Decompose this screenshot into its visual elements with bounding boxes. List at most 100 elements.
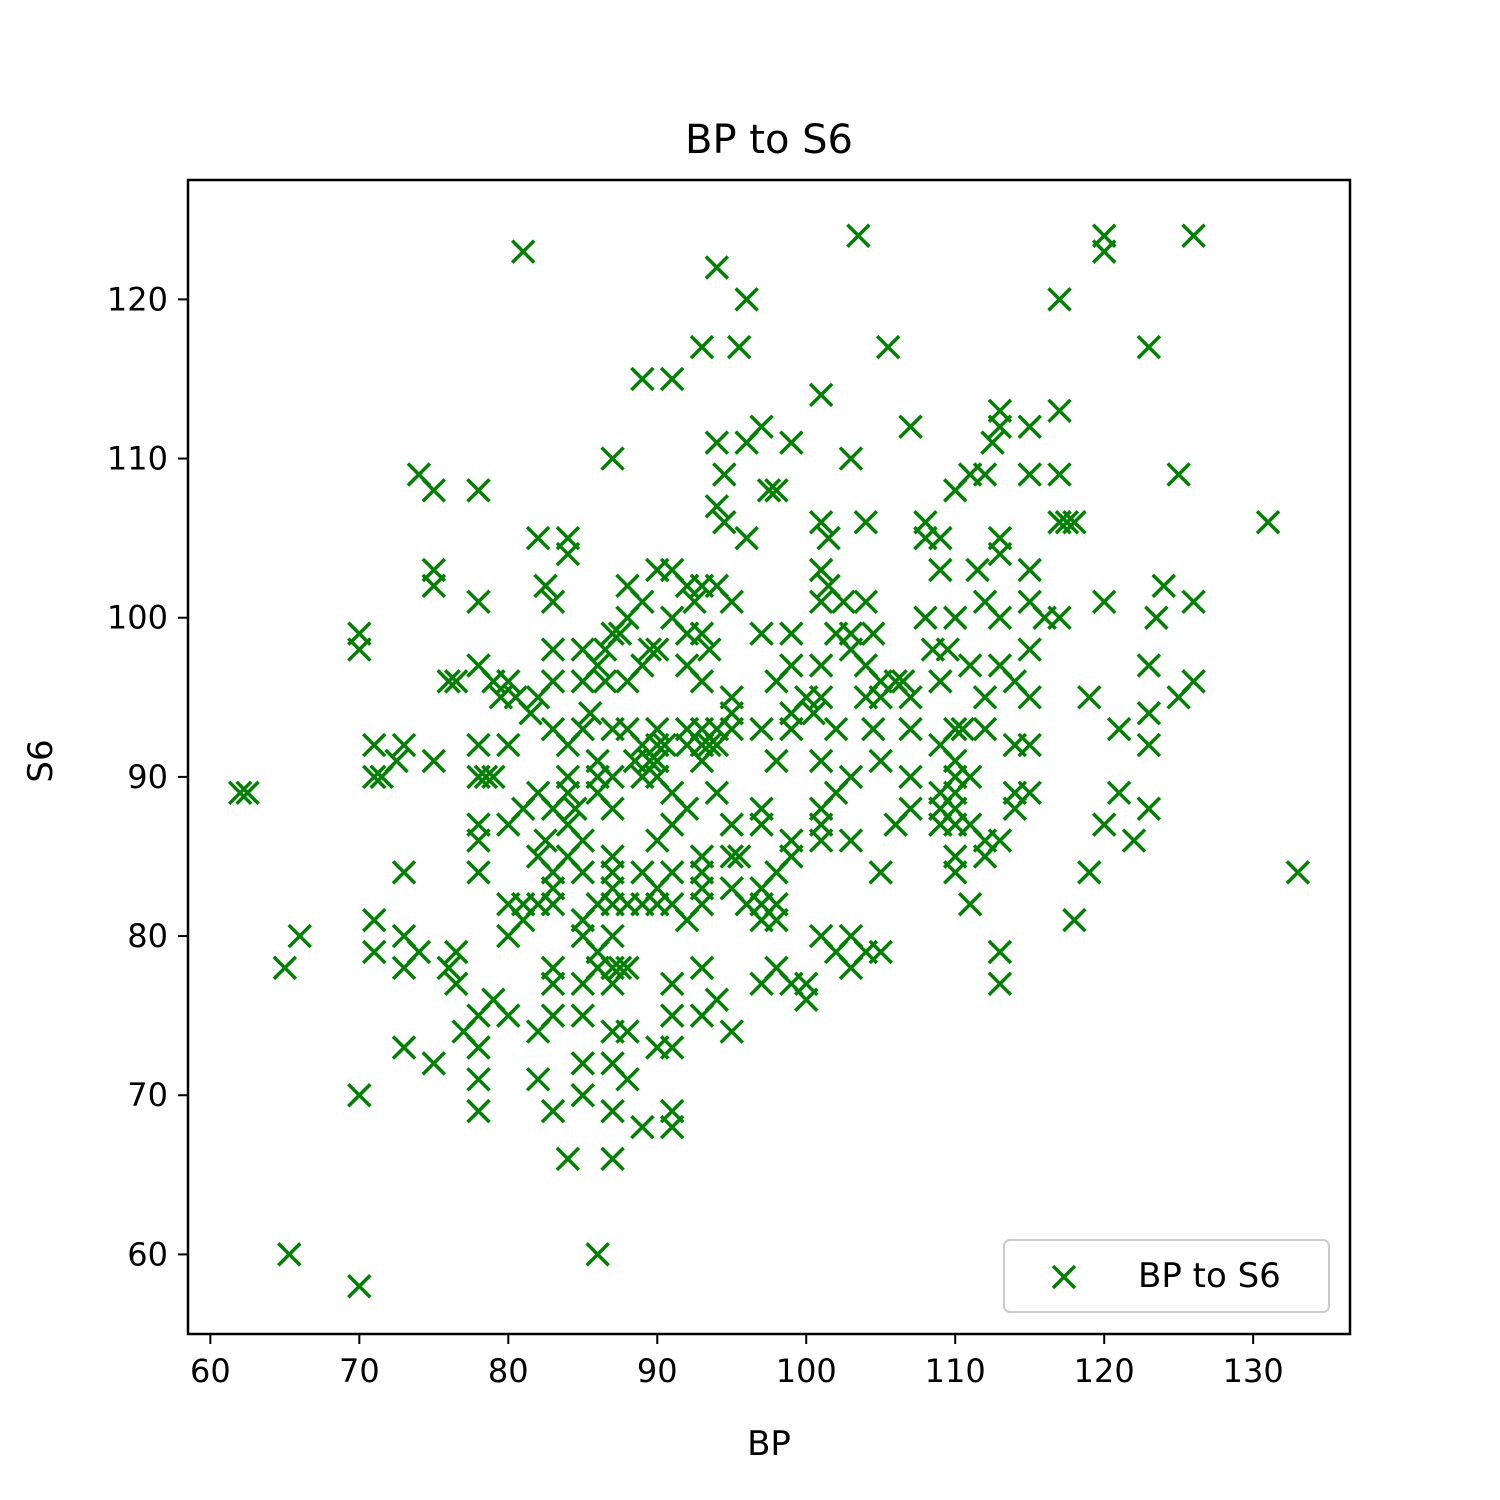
scatter-point bbox=[406, 939, 432, 965]
scatter-point bbox=[779, 430, 804, 455]
scatter-point bbox=[928, 525, 953, 551]
scatter-point bbox=[555, 780, 581, 806]
legend-label: BP to S6 bbox=[1138, 1256, 1281, 1296]
scatter-point bbox=[838, 828, 864, 853]
scatter-point bbox=[637, 637, 663, 662]
scatter-point bbox=[615, 1067, 640, 1092]
scatter-point bbox=[719, 812, 744, 837]
scatter-point bbox=[1181, 589, 1206, 615]
scatter-point bbox=[630, 366, 655, 392]
scatter-point bbox=[808, 382, 834, 408]
scatter-point bbox=[764, 478, 789, 503]
scatter-point bbox=[808, 653, 834, 678]
points-layer bbox=[227, 223, 1311, 1299]
scatter-point bbox=[555, 1146, 581, 1172]
scatter-point bbox=[861, 621, 886, 646]
scatter-point bbox=[1017, 557, 1042, 583]
scatter-point bbox=[972, 716, 998, 742]
scatter-point bbox=[570, 1003, 596, 1028]
scatter-point bbox=[277, 1242, 302, 1267]
scatter-point bbox=[466, 732, 491, 758]
scatter-point bbox=[361, 907, 387, 933]
scatter-point bbox=[1017, 685, 1042, 710]
scatter-point bbox=[957, 764, 983, 790]
scatter-point bbox=[1047, 605, 1072, 630]
scatter-point bbox=[585, 1242, 610, 1267]
scatter-point bbox=[764, 748, 789, 774]
scatter-point bbox=[1151, 573, 1177, 599]
scatter-point bbox=[421, 748, 447, 774]
scatter-point bbox=[913, 605, 938, 630]
scatter-point bbox=[1017, 780, 1042, 806]
scatter-point bbox=[1017, 732, 1042, 758]
scatter-point bbox=[808, 589, 834, 615]
scatter-point bbox=[391, 860, 417, 885]
scatter-point bbox=[928, 669, 953, 694]
x-axis-label: BP bbox=[747, 1424, 791, 1464]
scatter-point bbox=[898, 414, 923, 439]
scatter-point bbox=[987, 414, 1013, 439]
scatter-point bbox=[816, 525, 841, 551]
scatter-point bbox=[577, 700, 603, 726]
y-tick-label: 100 bbox=[107, 599, 168, 637]
y-tick-label: 90 bbox=[127, 758, 168, 796]
scatter-point bbox=[600, 764, 625, 790]
scatter-point bbox=[421, 573, 447, 599]
scatter-point bbox=[347, 637, 372, 662]
legend: BP to S6 bbox=[1003, 1239, 1330, 1313]
scatter-point bbox=[704, 255, 730, 280]
scatter-point bbox=[928, 557, 953, 583]
scatter-point bbox=[443, 971, 469, 997]
scatter-point bbox=[615, 955, 640, 981]
scatter-point bbox=[466, 589, 491, 615]
scatter-point bbox=[749, 621, 774, 646]
scatter-point bbox=[1106, 716, 1132, 742]
scatter-point bbox=[719, 589, 744, 615]
legend-box bbox=[1003, 1239, 1330, 1313]
scatter-point bbox=[659, 1114, 685, 1140]
scatter-point bbox=[652, 732, 677, 758]
scatter-point bbox=[659, 971, 685, 997]
scatter-point bbox=[972, 462, 998, 487]
scatter-point bbox=[607, 621, 633, 646]
scatter-point bbox=[838, 446, 864, 471]
scatter-point bbox=[496, 1003, 521, 1028]
scatter-point bbox=[1077, 685, 1102, 710]
scatter-point bbox=[570, 860, 596, 885]
scatter-point bbox=[957, 891, 983, 917]
scatter-point bbox=[361, 939, 387, 965]
scatter-point bbox=[808, 509, 834, 535]
scatter-point bbox=[659, 1003, 685, 1028]
scatter-point bbox=[749, 716, 774, 742]
scatter-point bbox=[533, 828, 558, 853]
scatter-point bbox=[704, 987, 730, 1012]
scatter-point bbox=[436, 955, 461, 981]
x-axis: 60 70 80 90 100 110 120 130 bbox=[190, 1334, 1284, 1390]
legend-marker-icon bbox=[1051, 1264, 1077, 1290]
scatter-point bbox=[779, 653, 804, 678]
scatter-point bbox=[898, 796, 923, 821]
scatter-point bbox=[1121, 828, 1147, 853]
scatter-point bbox=[689, 669, 715, 694]
scatter-point bbox=[779, 844, 804, 869]
scatter-point bbox=[704, 494, 730, 519]
plot-area-frame bbox=[186, 178, 1352, 1336]
scatter-point bbox=[987, 971, 1013, 997]
scatter-point bbox=[697, 732, 722, 758]
scatter-point bbox=[1054, 509, 1080, 535]
y-tick-label: 110 bbox=[107, 440, 168, 478]
scatter-point bbox=[808, 557, 834, 583]
scatter-point bbox=[935, 637, 961, 662]
scatter-point bbox=[726, 844, 752, 869]
scatter-point bbox=[689, 334, 715, 360]
scatter-point bbox=[697, 637, 722, 662]
scatter-point bbox=[942, 605, 968, 630]
scatter-point bbox=[712, 509, 737, 535]
scatter-point bbox=[808, 748, 834, 774]
scatter-point bbox=[443, 939, 469, 965]
scatter-point bbox=[950, 716, 975, 742]
scatter-point bbox=[779, 621, 804, 646]
scatter-point bbox=[838, 764, 864, 790]
scatter-point bbox=[540, 669, 566, 694]
